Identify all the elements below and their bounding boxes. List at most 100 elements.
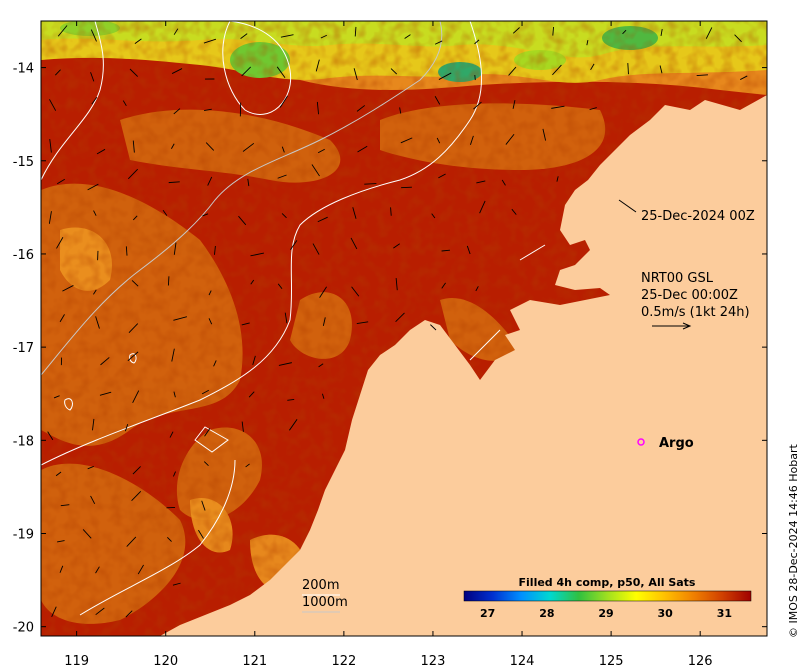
current-vector bbox=[276, 66, 286, 78]
current-vector bbox=[277, 174, 287, 179]
colorbar-tick-label: 27 bbox=[480, 607, 495, 620]
current-vector bbox=[696, 74, 708, 77]
current-vector bbox=[512, 100, 516, 109]
current-vectors bbox=[47, 25, 748, 618]
colorbar-tick-label: 31 bbox=[717, 607, 732, 620]
plot-area bbox=[41, 21, 767, 636]
current-vector bbox=[311, 164, 320, 177]
current-vector bbox=[705, 27, 713, 39]
y-tick-label: -20 bbox=[13, 621, 34, 636]
current-vector bbox=[124, 424, 129, 432]
current-vector bbox=[131, 491, 142, 501]
current-vector bbox=[399, 107, 402, 114]
current-vector bbox=[87, 183, 99, 191]
current-vector bbox=[132, 140, 135, 153]
current-vector bbox=[162, 209, 168, 216]
current-vector bbox=[441, 249, 450, 252]
current-vector bbox=[132, 466, 141, 475]
current-vector bbox=[542, 128, 547, 141]
current-vector bbox=[511, 208, 517, 215]
current-vector bbox=[132, 215, 138, 221]
current-vector bbox=[241, 66, 252, 77]
current-vector bbox=[128, 323, 139, 333]
current-vector bbox=[321, 393, 325, 399]
current-vector bbox=[171, 68, 183, 74]
current-vector bbox=[96, 148, 106, 155]
credit-text: © IMOS 28-Dec-2024 14:46 Hobart bbox=[787, 443, 800, 638]
current-vector bbox=[93, 210, 97, 216]
x-tick-label: 125 bbox=[599, 654, 624, 669]
current-vector bbox=[55, 471, 62, 477]
current-vector bbox=[201, 500, 206, 511]
current-vector bbox=[49, 139, 52, 153]
current-vector bbox=[167, 276, 170, 286]
current-vector bbox=[284, 312, 288, 324]
y-axis: -14 -15 -16 -17 -18 -19 -20 bbox=[13, 62, 767, 636]
current-vector bbox=[99, 391, 112, 396]
current-vector bbox=[207, 176, 213, 186]
current-vector bbox=[476, 180, 486, 184]
current-vector bbox=[319, 286, 327, 298]
current-vector bbox=[364, 183, 377, 185]
current-vector bbox=[430, 324, 437, 331]
current-vector bbox=[129, 68, 139, 77]
current-vector bbox=[90, 29, 97, 42]
current-vector bbox=[202, 213, 209, 217]
x-tick-label: 121 bbox=[242, 654, 267, 669]
current-vector bbox=[93, 289, 97, 295]
current-vector bbox=[92, 418, 95, 431]
current-vector bbox=[49, 99, 57, 111]
current-vector bbox=[250, 252, 264, 257]
colorbar-ticks: 27 28 29 30 31 bbox=[480, 607, 732, 620]
current-vector bbox=[505, 133, 515, 145]
current-vector bbox=[438, 72, 452, 80]
current-vector bbox=[280, 34, 294, 38]
current-vector bbox=[51, 606, 57, 617]
current-vector bbox=[173, 316, 188, 321]
current-vector bbox=[91, 96, 98, 105]
current-vector bbox=[395, 278, 398, 291]
colorbar-tick-label: 29 bbox=[598, 607, 613, 620]
current-vector bbox=[400, 137, 413, 144]
contour-1000m-label: 1000m bbox=[302, 595, 348, 610]
current-vector bbox=[354, 26, 357, 37]
current-vector bbox=[201, 389, 210, 395]
current-vector bbox=[167, 536, 172, 542]
current-vector bbox=[90, 495, 96, 505]
current-vector bbox=[172, 582, 181, 586]
current-vector bbox=[622, 29, 627, 35]
y-tick-label: -14 bbox=[13, 62, 34, 77]
current-vector bbox=[322, 317, 326, 326]
current-vector bbox=[205, 142, 215, 151]
colorbar-tick-label: 28 bbox=[539, 607, 554, 620]
current-vector bbox=[169, 431, 174, 438]
current-vector bbox=[241, 421, 244, 432]
argo-label: Argo bbox=[659, 436, 694, 451]
current-vector bbox=[552, 64, 562, 76]
bathymetry-contours bbox=[41, 21, 546, 616]
current-vector bbox=[475, 286, 479, 292]
currents-time: 25-Dec 00:00Z bbox=[641, 288, 738, 303]
current-vector bbox=[627, 63, 629, 75]
current-vector bbox=[127, 168, 138, 180]
current-vector bbox=[54, 69, 61, 76]
current-vector bbox=[125, 610, 133, 618]
current-vector bbox=[56, 237, 64, 249]
current-vector bbox=[90, 72, 95, 82]
current-vector bbox=[320, 34, 328, 39]
x-tick-label: 119 bbox=[64, 654, 89, 669]
current-vector bbox=[247, 178, 250, 187]
current-vector bbox=[127, 351, 139, 362]
current-vector bbox=[404, 34, 411, 39]
current-vector bbox=[350, 237, 358, 250]
current-vector bbox=[473, 101, 482, 110]
y-tick-label: -17 bbox=[13, 341, 34, 356]
current-vector bbox=[168, 181, 180, 184]
x-axis: 119 120 121 122 123 124 125 126 bbox=[64, 21, 713, 669]
current-vector bbox=[95, 566, 100, 574]
current-vector bbox=[173, 242, 177, 255]
current-vector bbox=[126, 536, 137, 547]
current-vector bbox=[740, 75, 748, 80]
current-vector bbox=[238, 215, 247, 226]
current-vector bbox=[318, 363, 324, 368]
